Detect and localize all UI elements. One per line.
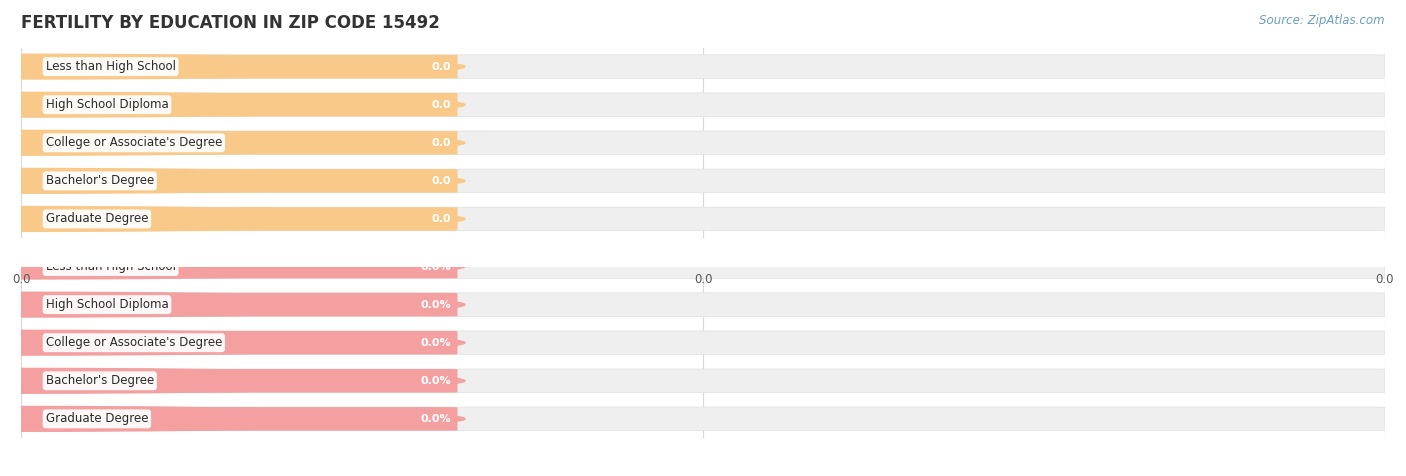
Circle shape (0, 207, 465, 231)
Text: Source: ZipAtlas.com: Source: ZipAtlas.com (1260, 14, 1385, 27)
Circle shape (0, 292, 465, 317)
Text: 0.0: 0.0 (432, 61, 451, 72)
Text: High School Diploma: High School Diploma (45, 298, 169, 311)
Text: 0.0%: 0.0% (420, 337, 451, 348)
FancyBboxPatch shape (21, 55, 457, 79)
Text: Graduate Degree: Graduate Degree (45, 212, 148, 226)
Text: High School Diploma: High School Diploma (45, 98, 169, 111)
Text: 0.0: 0.0 (432, 138, 451, 148)
FancyBboxPatch shape (21, 169, 1385, 193)
Text: Bachelor's Degree: Bachelor's Degree (45, 174, 153, 188)
FancyBboxPatch shape (21, 207, 1385, 231)
Circle shape (0, 330, 465, 355)
Circle shape (0, 92, 465, 117)
Circle shape (0, 54, 465, 79)
FancyBboxPatch shape (21, 407, 457, 431)
Circle shape (0, 169, 465, 193)
Text: Graduate Degree: Graduate Degree (45, 412, 148, 426)
FancyBboxPatch shape (21, 131, 1385, 155)
FancyBboxPatch shape (21, 255, 457, 278)
Circle shape (0, 368, 465, 393)
Text: 0.0%: 0.0% (420, 414, 451, 424)
Text: College or Associate's Degree: College or Associate's Degree (45, 336, 222, 349)
Text: 0.0: 0.0 (432, 214, 451, 224)
FancyBboxPatch shape (21, 255, 1385, 278)
Text: College or Associate's Degree: College or Associate's Degree (45, 136, 222, 149)
Circle shape (0, 254, 465, 279)
FancyBboxPatch shape (21, 93, 457, 117)
FancyBboxPatch shape (21, 93, 1385, 117)
Circle shape (0, 407, 465, 431)
FancyBboxPatch shape (21, 407, 1385, 431)
Circle shape (0, 130, 465, 155)
FancyBboxPatch shape (21, 331, 1385, 355)
FancyBboxPatch shape (21, 131, 457, 155)
Text: 0.0: 0.0 (432, 176, 451, 186)
FancyBboxPatch shape (21, 169, 457, 193)
Text: FERTILITY BY EDUCATION IN ZIP CODE 15492: FERTILITY BY EDUCATION IN ZIP CODE 15492 (21, 14, 440, 32)
Text: Less than High School: Less than High School (45, 260, 176, 273)
FancyBboxPatch shape (21, 369, 457, 393)
FancyBboxPatch shape (21, 293, 457, 317)
Text: Less than High School: Less than High School (45, 60, 176, 73)
FancyBboxPatch shape (21, 293, 1385, 317)
FancyBboxPatch shape (21, 207, 457, 231)
Text: 0.0%: 0.0% (420, 299, 451, 310)
FancyBboxPatch shape (21, 369, 1385, 393)
Text: Bachelor's Degree: Bachelor's Degree (45, 374, 153, 387)
Text: 0.0%: 0.0% (420, 261, 451, 272)
FancyBboxPatch shape (21, 331, 457, 355)
Text: 0.0%: 0.0% (420, 376, 451, 386)
FancyBboxPatch shape (21, 55, 1385, 79)
Text: 0.0: 0.0 (432, 99, 451, 110)
